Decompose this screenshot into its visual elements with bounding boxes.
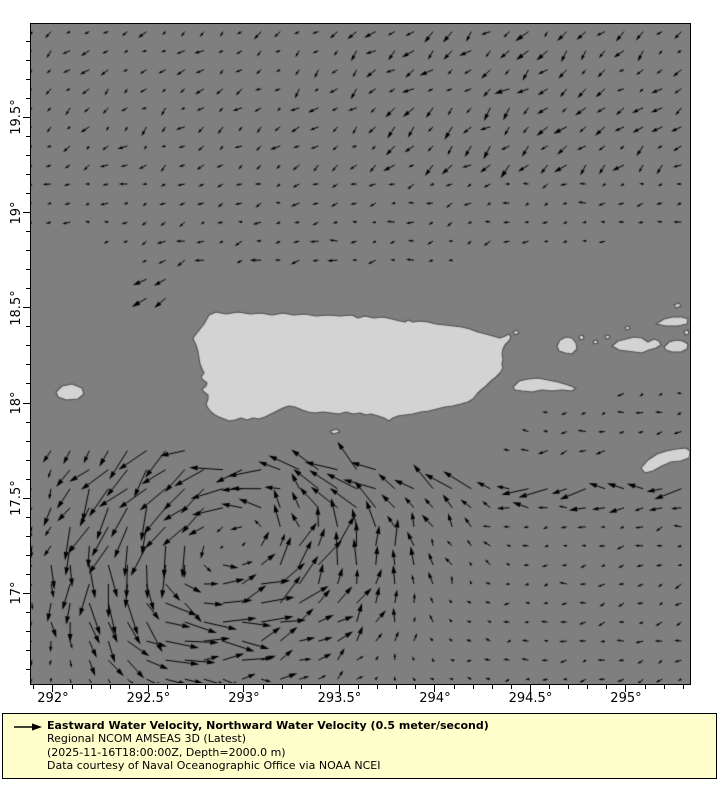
x-major-tick [52,684,54,692]
y-minor-tick [25,669,30,671]
y-minor-tick [25,535,30,537]
y-minor-tick [25,326,30,328]
x-minor-tick [587,684,589,689]
y-minor-tick [25,440,30,442]
x-minor-tick [224,684,226,689]
y-minor-tick [25,59,30,61]
y-minor-tick [25,250,30,252]
y-tick-label: 18.5° [9,290,24,326]
legend-text: Eastward Water Velocity, Northward Water… [47,719,489,773]
y-major-tick [22,212,30,214]
y-minor-tick [25,573,30,575]
y-major-tick [22,592,30,594]
x-minor-tick [682,684,684,689]
x-tick-label: 294° [419,691,451,706]
x-minor-tick [510,684,512,689]
x-minor-tick [549,684,551,689]
x-tick-label: 293° [228,691,260,706]
y-minor-tick [25,231,30,233]
y-minor-tick [25,193,30,194]
y-minor-tick [25,364,30,366]
y-minor-tick [25,345,30,347]
y-tick-label: 17.5° [9,480,24,516]
y-minor-tick [25,97,30,99]
x-minor-tick [606,684,608,689]
y-minor-tick [25,154,30,156]
x-minor-tick [90,684,92,689]
x-minor-tick [186,684,188,689]
y-tick-label: 18° [9,391,24,415]
x-minor-tick [491,684,493,689]
x-minor-tick [377,684,379,689]
y-major-tick [22,497,30,499]
x-minor-tick [205,684,207,689]
y-minor-tick [25,612,30,614]
x-major-tick [147,684,149,692]
x-minor-tick [568,684,570,689]
x-minor-tick [415,684,417,689]
reference-arrow-icon [14,723,42,731]
x-major-tick [434,684,436,692]
x-major-tick [243,684,245,692]
y-minor-tick [25,40,30,42]
y-minor-tick [25,173,30,175]
legend-credit: Data courtesy of Naval Oceanographic Off… [47,759,381,773]
x-tick-label: 294.5° [508,691,553,706]
y-minor-tick [25,631,30,633]
velocity-field-canvas [30,23,689,683]
y-tick-label: 17° [9,581,24,605]
x-minor-tick [281,684,283,689]
y-major-tick [22,116,30,118]
y-minor-tick [25,288,30,290]
x-minor-tick [644,684,646,689]
y-major-tick [22,307,30,309]
x-minor-tick [71,684,73,689]
x-minor-tick [109,684,111,689]
y-minor-tick [25,516,30,518]
x-minor-tick [358,684,360,689]
y-minor-tick [25,478,30,480]
legend-subtitle-time-depth: (2025-11-16T18:00:00Z, Depth=2000.0 m) [47,745,286,759]
y-minor-tick [25,421,30,423]
x-minor-tick [300,684,302,689]
x-minor-tick [663,684,665,689]
x-minor-tick [472,684,474,689]
map-plot [29,22,691,685]
legend-subtitle-model: Regional NCOM AMSEAS 3D (Latest) [47,732,246,746]
x-minor-tick [33,684,35,689]
x-tick-label: 295° [610,691,642,706]
x-minor-tick [453,684,455,689]
y-minor-tick [25,269,30,271]
x-major-tick [625,684,627,692]
x-major-tick [529,684,531,692]
y-minor-tick [25,650,30,652]
x-tick-label: 293.5° [317,691,362,706]
x-minor-tick [319,684,321,689]
x-major-tick [338,684,340,692]
y-minor-tick [25,135,30,137]
x-minor-tick [167,684,169,689]
y-minor-tick [25,78,30,80]
x-tick-label: 292° [37,691,69,706]
x-tick-label: 292.5° [126,691,171,706]
y-tick-label: 19° [9,201,24,225]
y-minor-tick [25,459,30,461]
legend-title: Eastward Water Velocity, Northward Water… [47,719,489,732]
x-minor-tick [128,684,130,689]
x-minor-tick [396,684,398,689]
y-tick-label: 19.5° [9,99,24,136]
x-minor-tick [262,684,264,689]
y-minor-tick [25,383,30,385]
legend-box: Eastward Water Velocity, Northward Water… [2,713,717,779]
y-minor-tick [25,554,30,556]
y-major-tick [22,402,30,404]
